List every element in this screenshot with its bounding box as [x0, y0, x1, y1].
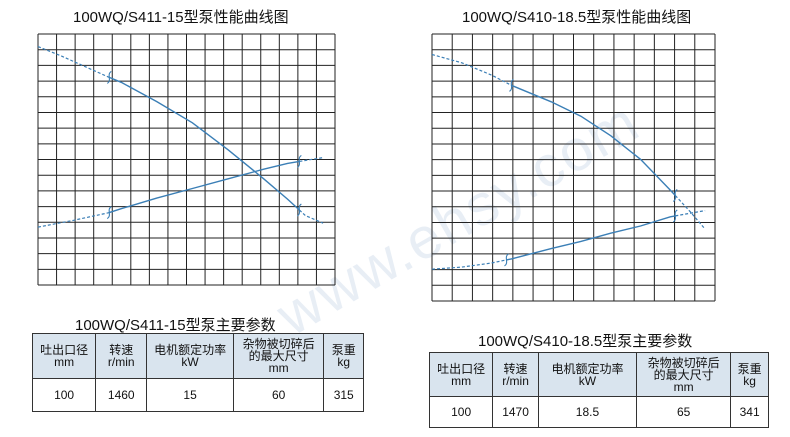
series-H-dashed-start	[431, 53, 512, 86]
header-weight: 泵重 kg	[730, 352, 769, 397]
table-header-row: 吐出口径 mm 转速 r/min 电机额定功率 kW 杂物被切碎后 的最大尺寸 mm 泵重…	[428, 352, 769, 397]
table-header-row: 吐出口径 mm 转速 r/min 电机额定功率 kW 杂物被切碎后 的最大尺寸 mm 泵重…	[31, 333, 364, 379]
cell-outlet: 100	[31, 378, 97, 412]
cell-speed: 1460	[95, 378, 148, 412]
range-marker	[509, 78, 514, 92]
cell-outlet: 100	[428, 396, 494, 428]
cell-weight: 341	[730, 396, 769, 428]
grid	[37, 33, 336, 286]
series-P-dashed-end	[675, 210, 706, 217]
spec-table-right: 吐出口径 mm 转速 r/min 电机额定功率 kW 杂物被切碎后 的最大尺寸 mm 泵重…	[428, 352, 769, 428]
range-marker	[672, 209, 678, 223]
chart-left	[37, 33, 336, 286]
table-row: 100 1460 15 60 315	[31, 378, 364, 412]
header-speed: 转速 r/min	[95, 333, 148, 379]
series-H-dashed-end	[298, 209, 324, 224]
cell-power: 15	[146, 378, 234, 412]
series-H-line	[511, 84, 676, 196]
header-power: 电机额定功率 kW	[146, 333, 234, 379]
header-speed: 转速 r/min	[492, 352, 539, 397]
series-P-dashed-start	[37, 212, 110, 228]
series-H-dashed-start	[37, 46, 110, 78]
grid	[431, 33, 716, 302]
cell-weight: 315	[323, 378, 364, 412]
header-power: 电机额定功率 kW	[537, 352, 638, 397]
series-P-dashed-start	[431, 259, 507, 270]
series-P-line	[109, 160, 300, 214]
cell-particle: 60	[232, 378, 325, 412]
header-outlet: 吐出口径 mm	[428, 352, 494, 397]
range-marker	[106, 70, 112, 84]
chart-title-left: 100WQ/S411-15型泵性能曲线图	[73, 9, 289, 26]
range-marker	[297, 154, 302, 168]
series-H-line	[109, 76, 300, 211]
header-outlet: 吐出口径 mm	[31, 333, 97, 379]
table-title-right: 100WQ/S410-18.5型泵主要参数	[478, 333, 693, 350]
header-weight: 泵重 kg	[323, 333, 364, 379]
table-title-left: 100WQ/S411-15型泵主要参数	[75, 317, 276, 334]
cell-speed: 1470	[492, 396, 539, 428]
chart-right	[431, 33, 716, 302]
series-H-dashed-end	[674, 195, 706, 230]
cell-power: 18.5	[537, 396, 638, 428]
header-particle: 杂物被切碎后 的最大尺寸 mm	[232, 333, 325, 379]
range-marker	[106, 206, 112, 220]
range-marker	[297, 203, 302, 217]
header-particle: 杂物被切碎后 的最大尺寸 mm	[636, 352, 732, 397]
chart-title-right: 100WQ/S410-18.5型泵性能曲线图	[462, 9, 692, 26]
cell-particle: 65	[636, 396, 732, 428]
series-P-dashed-end	[299, 157, 324, 162]
spec-table-left: 吐出口径 mm 转速 r/min 电机额定功率 kW 杂物被切碎后 的最大尺寸 mm 泵重…	[31, 333, 364, 412]
series-P-line	[506, 215, 676, 261]
range-marker	[672, 189, 678, 202]
table-row: 100 1470 18.5 65 341	[428, 396, 769, 428]
range-marker	[504, 253, 509, 267]
